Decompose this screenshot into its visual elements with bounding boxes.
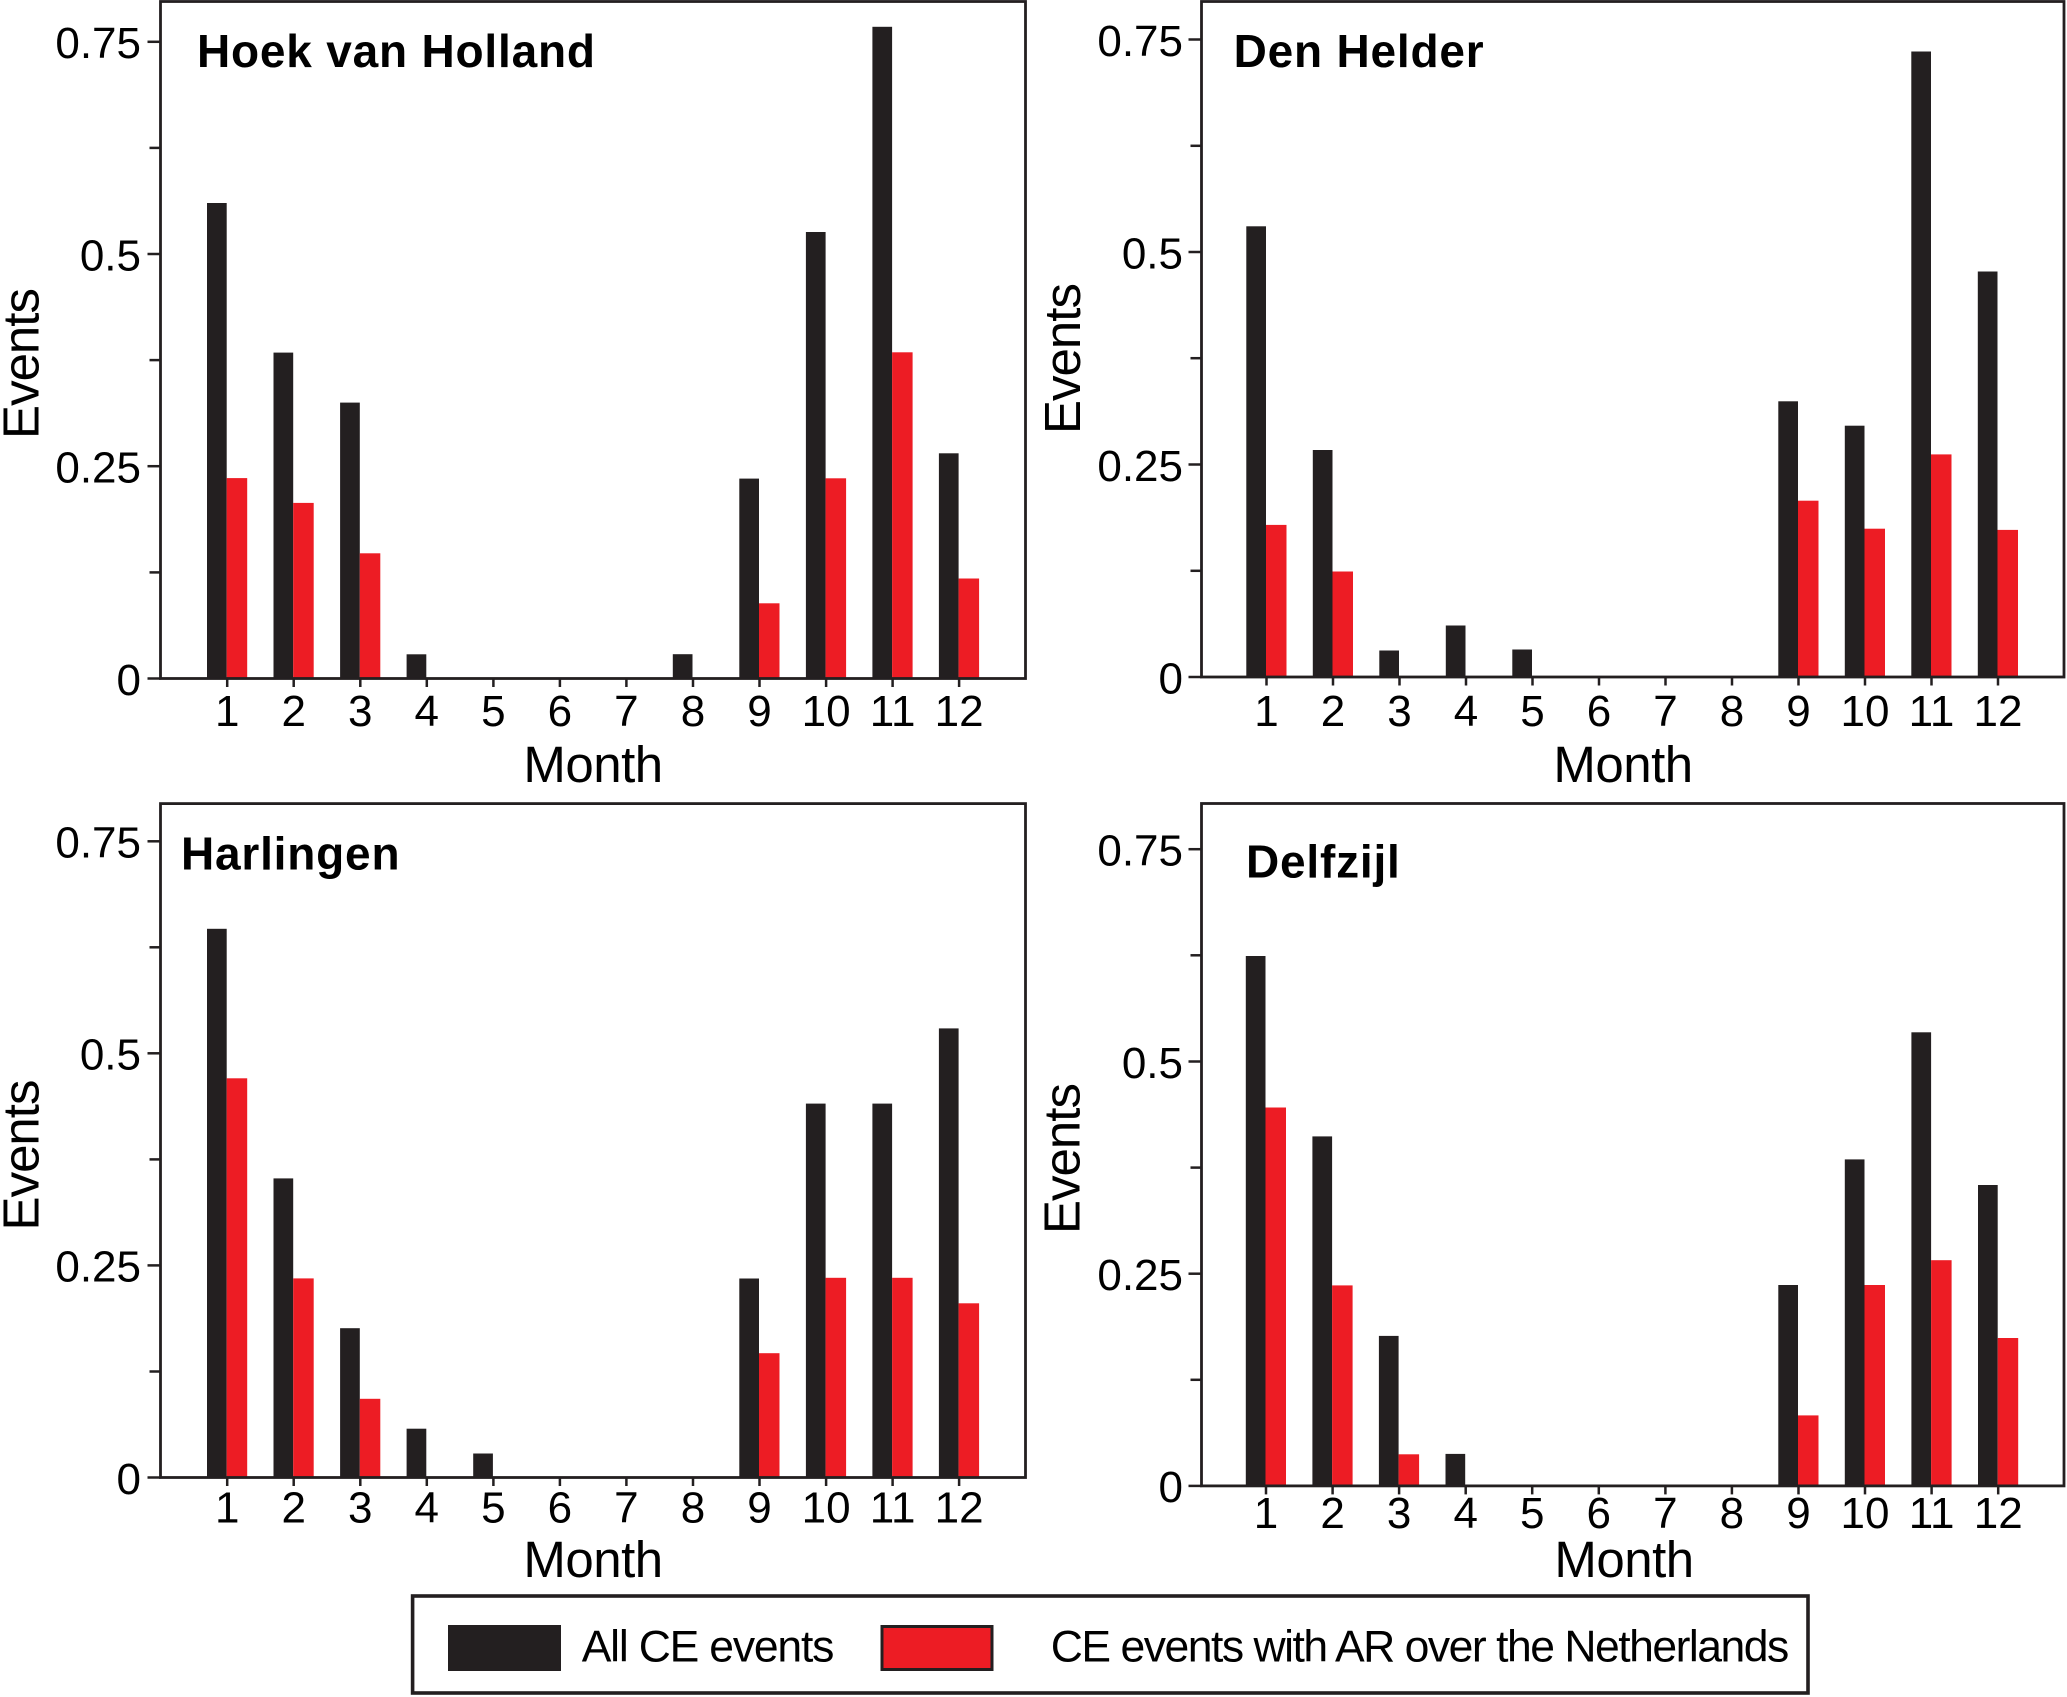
svg-text:5: 5 bbox=[481, 687, 505, 736]
svg-text:12: 12 bbox=[1974, 687, 2023, 736]
svg-text:Events: Events bbox=[1034, 1084, 1091, 1234]
svg-text:Events: Events bbox=[0, 1081, 50, 1231]
svg-text:11: 11 bbox=[1909, 1489, 1955, 1538]
svg-text:10: 10 bbox=[1841, 687, 1890, 736]
svg-text:0.75: 0.75 bbox=[1097, 826, 1183, 875]
svg-text:2: 2 bbox=[1320, 1489, 1344, 1538]
svg-text:4: 4 bbox=[415, 1484, 439, 1533]
svg-text:6: 6 bbox=[548, 687, 572, 736]
svg-text:0.25: 0.25 bbox=[1097, 1251, 1183, 1300]
svg-text:Events: Events bbox=[1034, 284, 1091, 434]
svg-text:6: 6 bbox=[1587, 687, 1611, 736]
svg-text:0.5: 0.5 bbox=[80, 1031, 141, 1080]
svg-text:3: 3 bbox=[348, 1484, 372, 1533]
svg-text:0.75: 0.75 bbox=[1097, 17, 1183, 66]
svg-text:10: 10 bbox=[802, 1484, 851, 1533]
svg-text:0.5: 0.5 bbox=[80, 231, 141, 280]
svg-text:11: 11 bbox=[870, 687, 916, 736]
svg-text:5: 5 bbox=[1520, 687, 1544, 736]
svg-text:8: 8 bbox=[1720, 1489, 1744, 1538]
svg-text:1: 1 bbox=[1254, 1489, 1278, 1538]
svg-text:Den Helder: Den Helder bbox=[1234, 25, 1485, 77]
svg-text:12: 12 bbox=[935, 1484, 984, 1533]
svg-text:7: 7 bbox=[1653, 1489, 1677, 1538]
svg-text:6: 6 bbox=[1587, 1489, 1611, 1538]
svg-text:10: 10 bbox=[1841, 1489, 1890, 1538]
svg-text:0.5: 0.5 bbox=[1122, 229, 1183, 278]
svg-text:0.25: 0.25 bbox=[1097, 442, 1183, 491]
svg-text:11: 11 bbox=[870, 1484, 916, 1533]
svg-text:0: 0 bbox=[1159, 1463, 1183, 1512]
svg-text:Month: Month bbox=[1554, 1531, 1693, 1588]
svg-text:Month: Month bbox=[523, 736, 662, 793]
svg-text:Month: Month bbox=[1553, 736, 1692, 793]
svg-text:2: 2 bbox=[281, 687, 305, 736]
svg-text:10: 10 bbox=[802, 687, 851, 736]
svg-text:5: 5 bbox=[481, 1484, 505, 1533]
svg-text:0: 0 bbox=[1159, 654, 1183, 703]
svg-text:8: 8 bbox=[681, 687, 705, 736]
svg-text:0: 0 bbox=[117, 656, 141, 705]
svg-text:2: 2 bbox=[1321, 687, 1345, 736]
svg-text:1: 1 bbox=[215, 687, 239, 736]
svg-text:Hoek van Holland: Hoek van Holland bbox=[197, 25, 596, 77]
svg-text:0: 0 bbox=[117, 1455, 141, 1504]
svg-text:5: 5 bbox=[1520, 1489, 1544, 1538]
svg-text:12: 12 bbox=[935, 687, 984, 736]
svg-text:Month: Month bbox=[523, 1531, 662, 1588]
svg-text:11: 11 bbox=[1909, 687, 1955, 736]
svg-text:4: 4 bbox=[415, 687, 439, 736]
svg-text:0.25: 0.25 bbox=[55, 443, 141, 492]
svg-text:3: 3 bbox=[1387, 1489, 1411, 1538]
svg-text:7: 7 bbox=[614, 687, 638, 736]
svg-text:Harlingen: Harlingen bbox=[181, 828, 400, 880]
svg-text:12: 12 bbox=[1974, 1489, 2023, 1538]
svg-text:4: 4 bbox=[1454, 687, 1478, 736]
svg-text:0.25: 0.25 bbox=[55, 1243, 141, 1292]
svg-text:0.75: 0.75 bbox=[55, 819, 141, 868]
svg-text:4: 4 bbox=[1453, 1489, 1477, 1538]
svg-text:CE events with AR over the Net: CE events with AR over the Netherlands bbox=[1051, 1623, 1788, 1672]
svg-text:8: 8 bbox=[681, 1484, 705, 1533]
svg-text:8: 8 bbox=[1720, 687, 1744, 736]
svg-text:1: 1 bbox=[1254, 687, 1278, 736]
svg-text:1: 1 bbox=[215, 1484, 239, 1533]
svg-text:9: 9 bbox=[747, 687, 771, 736]
svg-text:3: 3 bbox=[348, 687, 372, 736]
svg-text:0.5: 0.5 bbox=[1122, 1039, 1183, 1088]
svg-text:All CE events: All CE events bbox=[582, 1623, 834, 1672]
svg-text:9: 9 bbox=[1786, 1489, 1810, 1538]
svg-text:Events: Events bbox=[0, 289, 50, 439]
svg-text:9: 9 bbox=[747, 1484, 771, 1533]
svg-text:Delfzijl: Delfzijl bbox=[1246, 836, 1401, 888]
svg-text:9: 9 bbox=[1786, 687, 1810, 736]
svg-text:2: 2 bbox=[281, 1484, 305, 1533]
svg-text:7: 7 bbox=[1653, 687, 1677, 736]
svg-text:3: 3 bbox=[1387, 687, 1411, 736]
svg-text:7: 7 bbox=[614, 1484, 638, 1533]
svg-text:6: 6 bbox=[548, 1484, 572, 1533]
svg-text:0.75: 0.75 bbox=[55, 19, 141, 68]
